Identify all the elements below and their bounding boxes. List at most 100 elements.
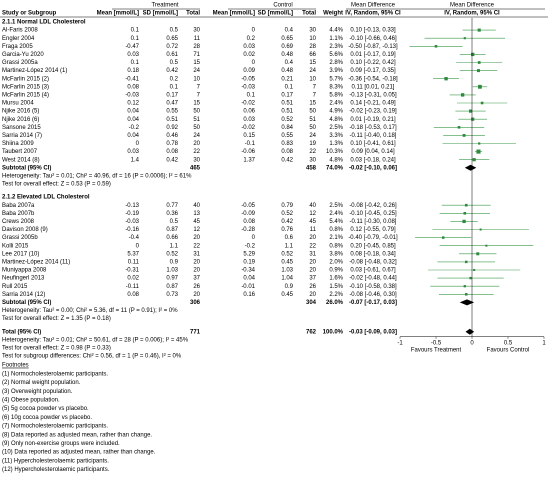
cell-t-n: 465	[190, 165, 201, 171]
study-name: Al-Faris 2008	[2, 28, 38, 34]
cell-t-n: 13	[193, 211, 200, 217]
cell-c-mean: 0	[252, 60, 256, 66]
ci-text: -0.40 [-0.79, -0.01]	[348, 235, 398, 241]
x-tick-label: 0.5	[504, 340, 513, 346]
effect-square	[457, 125, 461, 129]
effect-square	[476, 69, 480, 73]
cell-t-mean: 0	[136, 141, 140, 147]
cell-t-n: 306	[190, 300, 201, 306]
cell-t-n: 7	[197, 92, 201, 98]
cell-c-n: 20	[309, 259, 316, 265]
favours-label: Favours Treatment	[411, 347, 462, 353]
cell-weight: 2.3%	[329, 44, 343, 50]
study-name: Garcia-Yu 2020	[2, 52, 44, 58]
cell-c-mean: -0.02	[241, 125, 255, 131]
cell-t-mean: -0.19	[125, 211, 139, 217]
cell-c-mean: -0.28	[241, 227, 255, 233]
ci-text: 0.03 [-0.18, 0.24]	[350, 157, 396, 163]
group-header: Mean Difference	[450, 3, 495, 9]
study-name: McFarlin 2015 (3)	[2, 84, 49, 90]
effect-square	[471, 117, 475, 121]
cell-c-mean: -0.34	[241, 268, 255, 274]
cell-c-mean: 0.16	[243, 292, 255, 298]
study-name: West 2014 (8)	[2, 157, 40, 163]
cell-t-n: 22	[193, 243, 200, 249]
cell-c-sd: 0.65	[281, 36, 293, 42]
subgroup-test: Test for subgroup differences: Chi² = 0.…	[2, 354, 182, 360]
footnote: (11) Hypercholesterolaemic participants.	[2, 458, 109, 464]
cell-c-sd: 0.6	[285, 235, 294, 241]
column-header: Mean [mmol/L]	[97, 11, 139, 17]
footnote: (8) Data reported as adjusted mean, rath…	[2, 432, 152, 438]
cell-c-mean: 0.1	[247, 92, 256, 98]
effect-square	[480, 101, 484, 105]
cell-c-n: 28	[309, 44, 316, 50]
cell-weight: 2.8%	[329, 60, 343, 66]
cell-c-mean: 0.06	[243, 109, 255, 115]
cell-t-mean: 5.37	[127, 251, 139, 257]
section-title: 2.1.2 Elevated LDL Cholesterol	[2, 195, 90, 201]
column-header: Total	[186, 11, 200, 17]
study-name: Sansone 2015	[2, 125, 41, 131]
cell-t-sd: 0.87	[166, 227, 178, 233]
effect-square	[444, 77, 448, 81]
ci-text: 0.10 [-0.13, 0.33]	[350, 28, 396, 34]
cell-weight: 2.1%	[329, 235, 343, 241]
ci-text: -0.08 [-0.42, 0.26]	[349, 203, 397, 209]
cell-t-mean: -0.2	[129, 125, 140, 131]
study-name: Kolli 2015	[2, 243, 29, 249]
ci-text: -0.10 [-0.45, 0.25]	[349, 211, 397, 217]
effect-square	[463, 212, 467, 215]
cell-t-sd: 0.42	[166, 68, 178, 74]
column-header: Total	[302, 11, 316, 17]
cell-weight: 0.8%	[329, 227, 343, 233]
effect-square	[479, 228, 482, 231]
cell-c-sd: 0.48	[281, 52, 293, 58]
effect-square	[464, 203, 468, 207]
total-label: Total (95% CI)	[2, 329, 41, 335]
cell-c-n: 26	[309, 284, 316, 290]
ci-text: -0.07 [-0.17, 0.03]	[349, 300, 397, 306]
cell-t-sd: 1.1	[170, 243, 179, 249]
cell-c-sd: 0.84	[281, 125, 293, 131]
footnote: (7) Normocholesterolaemic participants.	[2, 424, 108, 430]
subtotal-label: Subtotal (95% CI)	[2, 165, 51, 171]
footnote: (9) Only non-exercise groups were includ…	[2, 441, 120, 447]
footnote: (12) Hypercholesterolaemic participants.	[2, 467, 110, 473]
cell-c-mean: 0.04	[243, 276, 255, 282]
overall-effect: Test for overall effect: Z = 0.98 (P = 0…	[2, 345, 111, 351]
study-name: Mursu 2004	[2, 101, 34, 107]
cell-t-sd: 0.55	[166, 109, 178, 115]
cell-weight: 5.6%	[329, 52, 343, 58]
cell-c-n: 37	[309, 276, 316, 282]
group-header: Control	[273, 3, 292, 9]
cell-t-sd: 0.97	[166, 276, 178, 282]
cell-t-sd: 0.36	[166, 211, 178, 217]
cell-c-n: 66	[309, 52, 316, 58]
cell-c-mean: -0.05	[241, 203, 255, 209]
cell-c-n: 20	[309, 235, 316, 241]
cell-t-mean: 0.03	[127, 149, 139, 155]
cell-c-sd: 0.48	[281, 68, 293, 74]
footnote: (2) Normal weight population.	[2, 380, 81, 386]
ci-text: -0.11 [-0.30, 0.08]	[350, 219, 397, 225]
cell-c-n: 31	[309, 251, 316, 257]
cell-t-sd: 0.52	[166, 251, 178, 257]
cell-weight: 2.2%	[329, 292, 343, 298]
cell-t-mean: 0.02	[127, 276, 139, 282]
ci-text: -0.11 [-0.40, 0.18]	[350, 133, 397, 139]
effect-square	[478, 142, 481, 145]
cell-c-mean: 0.03	[243, 117, 255, 123]
cell-c-sd: 1.03	[281, 268, 293, 274]
column-header: SD [mmol/L]	[143, 11, 178, 17]
x-tick-label: 1	[542, 340, 546, 346]
cell-c-n: 10	[309, 76, 316, 82]
study-name: Sarria 2014 (12)	[2, 292, 45, 298]
cell-t-sd: 0.87	[166, 284, 178, 290]
cell-c-n: 50	[309, 109, 316, 115]
cell-c-mean: 0.19	[243, 259, 255, 265]
effect-square	[477, 61, 481, 64]
cell-t-sd: 0.2	[170, 76, 179, 82]
